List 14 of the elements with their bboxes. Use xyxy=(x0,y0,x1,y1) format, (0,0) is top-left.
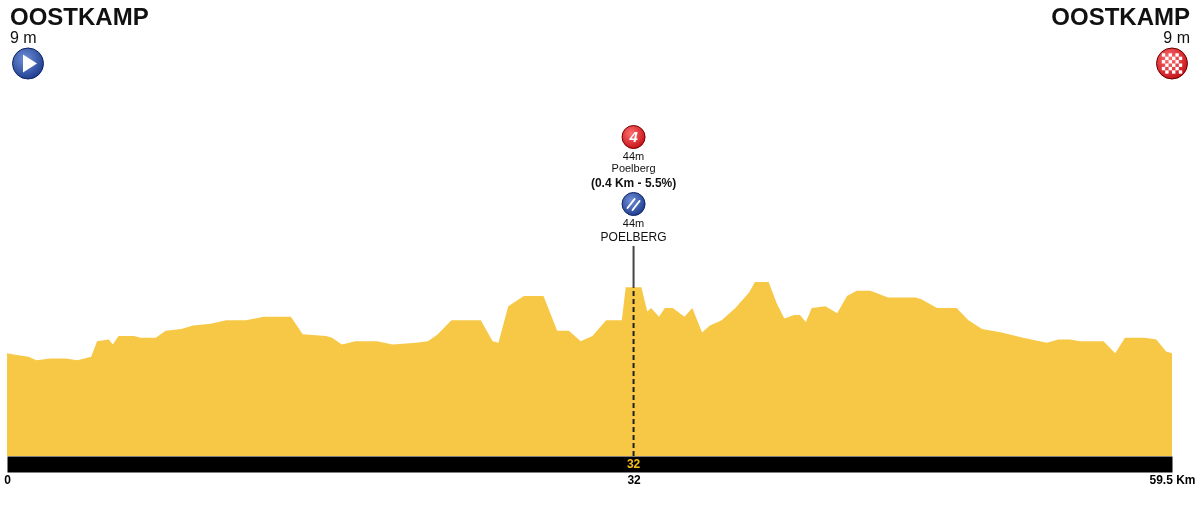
text: OOSTKAMP xyxy=(1051,3,1190,30)
text: POELBERG xyxy=(600,230,667,244)
text: 4 xyxy=(628,128,639,145)
text: OOSTKAMP xyxy=(10,3,149,30)
text: 9 m xyxy=(1163,29,1190,46)
ref-line-label: 32 xyxy=(626,457,641,471)
x-tick-label: 0 xyxy=(4,472,12,487)
x-tick-label: 32 xyxy=(627,472,642,487)
x-tick-label: 59.5 Km xyxy=(1149,472,1196,487)
text: 44m xyxy=(622,217,645,229)
text: Poelberg xyxy=(611,162,656,174)
text: (0.4 Km - 5.5%) xyxy=(590,176,677,190)
text: 44m xyxy=(622,150,645,162)
text: 9 m xyxy=(10,29,37,46)
